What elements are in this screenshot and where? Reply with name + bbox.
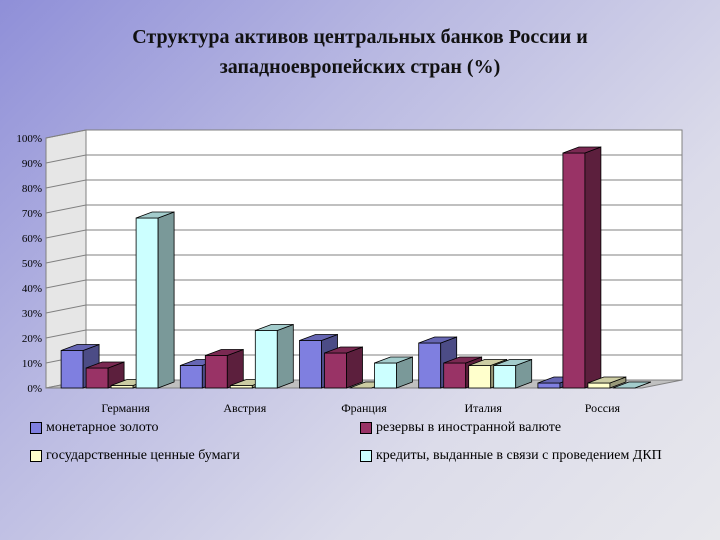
gridline — [45, 229, 682, 239]
bar-front — [324, 352, 347, 389]
bar-top — [562, 146, 602, 154]
category-label: Франция — [341, 401, 387, 415]
bar-front — [493, 365, 517, 389]
bar-front — [135, 217, 159, 389]
y-tick-label: 60% — [22, 233, 42, 245]
bar-top — [255, 324, 294, 331]
legend-item: кредиты, выданные в связи с проведением … — [360, 448, 662, 464]
legend-item: государственные ценные бумаги — [30, 448, 240, 464]
legend-label: резервы в иностранной валюте — [376, 420, 562, 435]
bar-top — [587, 376, 627, 384]
bar-front — [562, 152, 586, 389]
bar-side — [346, 346, 363, 389]
category-label: Австрия — [223, 401, 266, 415]
y-tick-label: 40% — [22, 283, 42, 295]
bar-front — [299, 340, 322, 389]
bar-top — [443, 356, 482, 364]
chart-title-line-2: западноевропейских стран (%) — [219, 56, 501, 78]
gridline — [45, 304, 682, 314]
category-label: Италия — [464, 401, 502, 415]
legend-swatch — [360, 450, 372, 462]
bar-front — [418, 342, 442, 389]
gridline — [45, 254, 682, 264]
bar-top — [85, 361, 125, 369]
bar-front — [179, 365, 203, 389]
legend-label: монетарное золото — [46, 420, 159, 435]
y-tick-label: 10% — [22, 358, 42, 370]
gridline — [45, 204, 682, 214]
bar-top — [299, 334, 338, 341]
bar-top — [374, 356, 413, 364]
chart-legend: монетарное золото резервы в иностранной в… — [30, 420, 710, 470]
bar-top — [60, 344, 100, 351]
y-tick-label: 80% — [22, 183, 42, 195]
bar-top — [205, 349, 244, 356]
bar-top — [324, 346, 363, 354]
category-label: Россия — [585, 401, 621, 415]
bar-front — [374, 362, 397, 389]
category-label: Германия — [101, 401, 150, 415]
y-tick-label: 30% — [22, 308, 42, 320]
gridline — [45, 329, 682, 339]
bar-top — [468, 359, 507, 366]
legend-label: государственные ценные бумаги — [46, 448, 240, 463]
bar-front — [60, 350, 84, 389]
y-tick-label: 70% — [22, 208, 42, 220]
bar-front — [468, 365, 492, 389]
bar-side — [276, 323, 294, 389]
bar-top — [418, 336, 457, 344]
bar-top — [135, 211, 175, 219]
bar-front — [443, 362, 467, 389]
bar-front — [254, 330, 278, 389]
gridline — [45, 129, 682, 139]
legend-label: кредиты, выданные в связи с проведением … — [376, 448, 662, 463]
bar-front — [587, 382, 611, 389]
legend-item: резервы в иностранной валюте — [360, 420, 561, 436]
y-tick-label: 100% — [16, 133, 42, 145]
chart-title: Структура активов центральных банков Рос… — [60, 22, 660, 82]
bar-side — [157, 211, 175, 389]
bar-top — [493, 359, 532, 366]
legend-swatch — [30, 422, 42, 434]
legend-item: монетарное золото — [30, 420, 158, 436]
y-tick-label: 0% — [27, 383, 42, 395]
gridline — [45, 279, 682, 289]
bar-front — [85, 367, 109, 389]
y-tick-label: 50% — [22, 258, 42, 270]
bar-side — [584, 146, 602, 389]
y-tick-label: 20% — [22, 333, 42, 345]
legend-swatch — [30, 450, 42, 462]
bar-front — [204, 355, 228, 389]
bar-front — [537, 382, 561, 389]
y-tick-label: 90% — [22, 158, 42, 170]
chart-title-line-1: Структура активов центральных банков Рос… — [132, 26, 588, 48]
gridline — [45, 154, 682, 164]
legend-swatch — [360, 422, 372, 434]
bar-top — [612, 381, 652, 389]
gridline — [45, 179, 682, 189]
